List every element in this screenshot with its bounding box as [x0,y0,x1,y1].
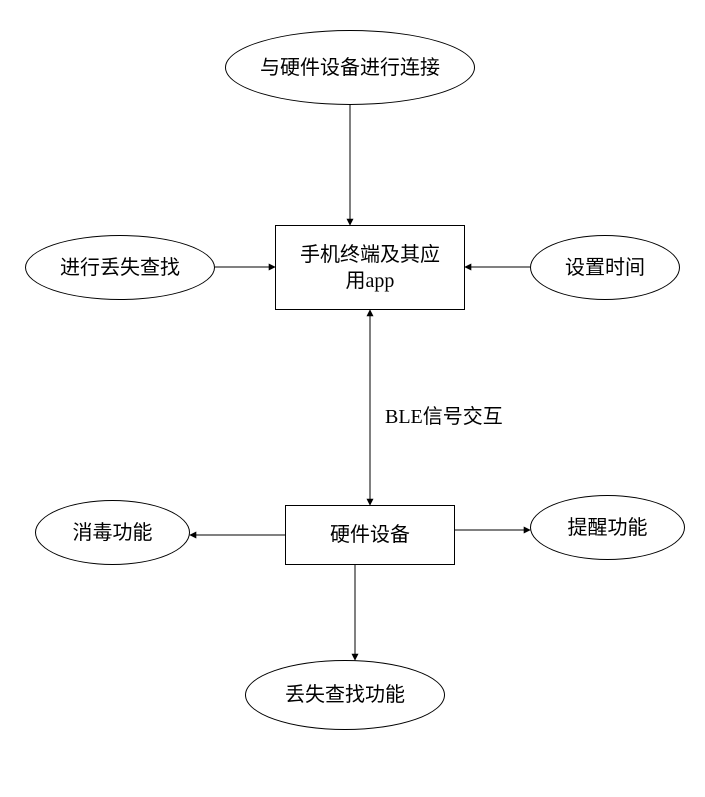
node-label: 消毒功能 [73,520,153,546]
node-label: 提醒功能 [568,515,648,541]
node-disinfect: 消毒功能 [35,500,190,565]
node-remind: 提醒功能 [530,495,685,560]
node-hw-device: 硬件设备 [285,505,455,565]
edge-label-ble: BLE信号交互 [385,400,503,429]
node-label: 手机终端及其应 用app [300,242,440,294]
node-label: 进行丢失查找 [60,255,180,281]
diagram-canvas: 与硬件设备进行连接 进行丢失查找 设置时间 手机终端及其应 用app 硬件设备 … [0,0,705,797]
node-loss-find: 丢失查找功能 [245,660,445,730]
node-loss-search: 进行丢失查找 [25,235,215,300]
node-label: 与硬件设备进行连接 [260,55,440,81]
node-label: 丢失查找功能 [285,682,405,708]
node-label: 硬件设备 [330,522,410,548]
node-set-time: 设置时间 [530,235,680,300]
node-label: 设置时间 [565,255,645,281]
node-connect-hw: 与硬件设备进行连接 [225,30,475,105]
node-phone-app: 手机终端及其应 用app [275,225,465,310]
